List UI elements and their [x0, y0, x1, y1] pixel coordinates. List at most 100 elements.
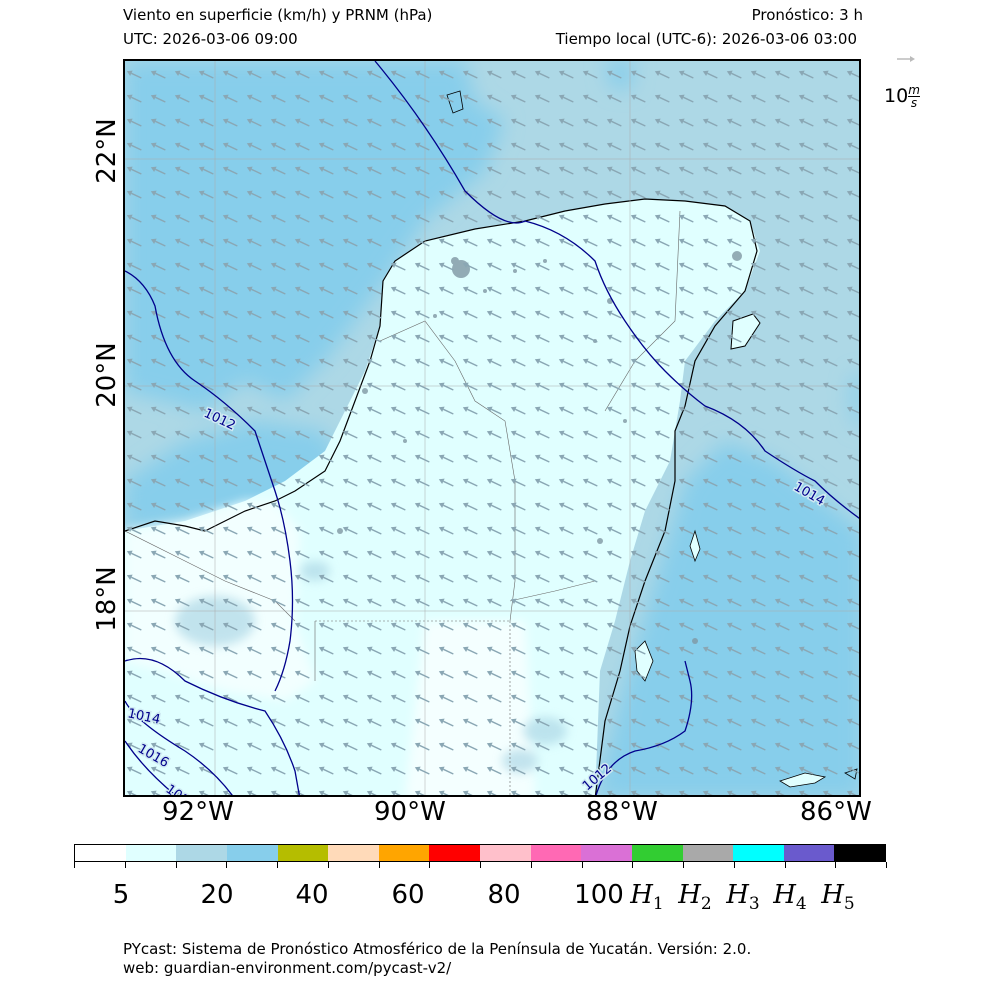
wind-arrow: [366, 382, 382, 391]
wind-arrow: [654, 646, 670, 655]
wind-arrow: [342, 190, 358, 199]
wind-arrow: [822, 742, 838, 751]
wind-arrow: [846, 310, 859, 319]
wind-arrow: [150, 574, 166, 583]
wind-arrow: [798, 358, 814, 367]
wind-arrow: [774, 454, 790, 463]
wind-arrow: [150, 94, 166, 103]
wind-arrow: [582, 358, 598, 367]
wind-arrow: [342, 526, 358, 535]
wind-arrow: [654, 502, 670, 511]
wind-arrow: [822, 646, 838, 655]
wind-arrow: [534, 502, 550, 511]
wind-arrow: [390, 190, 406, 199]
wind-arrow: [702, 430, 718, 439]
wind-arrow: [294, 622, 310, 631]
wind-arrow: [462, 502, 478, 511]
wind-arrow: [774, 670, 790, 679]
wind-arrow: [702, 454, 718, 463]
wind-arrow: [174, 766, 190, 775]
wind-arrow: [414, 622, 430, 631]
wind-arrow: [414, 214, 430, 223]
wind-arrow: [846, 454, 859, 463]
wind-arrow: [822, 526, 838, 535]
wind-arrow: [510, 310, 526, 319]
wind-arrow: [126, 166, 142, 175]
wind-arrow: [630, 550, 646, 559]
wind-arrow: [366, 310, 382, 319]
wind-arrow: [606, 166, 622, 175]
colorbar-label-h1: H1: [630, 880, 664, 915]
wind-arrow: [630, 478, 646, 487]
wind-arrow: [246, 766, 262, 775]
wind-arrow: [606, 310, 622, 319]
wind-arrow: [486, 574, 502, 583]
wind-arrow: [318, 286, 334, 295]
wind-arrow: [534, 118, 550, 127]
wind-arrow: [558, 358, 574, 367]
wind-arrow: [510, 70, 526, 79]
wind-arrow: [246, 478, 262, 487]
wind-arrow: [414, 550, 430, 559]
wind-arrow: [198, 694, 214, 703]
wind-arrow: [294, 190, 310, 199]
wind-arrow: [126, 670, 142, 679]
wind-arrow: [654, 598, 670, 607]
wind-arrow: [822, 190, 838, 199]
wind-arrow: [822, 598, 838, 607]
wind-arrow: [318, 454, 334, 463]
wind-arrow: [534, 478, 550, 487]
colorbar-tick: [733, 862, 735, 868]
wind-arrow: [174, 310, 190, 319]
map-title: Viento en superficie (km/h) y PRNM (hPa): [123, 6, 433, 24]
wind-arrow: [438, 430, 454, 439]
wind-arrow: [294, 94, 310, 103]
wind-arrow: [558, 430, 574, 439]
wind-arrow: [630, 766, 646, 775]
wind-arrow: [726, 526, 742, 535]
wind-arrow: [726, 166, 742, 175]
wind-arrow: [438, 478, 454, 487]
wind-arrow: [822, 406, 838, 415]
colorbar-label-h5: H5: [821, 880, 855, 915]
wind-arrow: [318, 190, 334, 199]
wind-arrow: [582, 262, 598, 271]
wind-arrow: [198, 526, 214, 535]
wind-arrow: [534, 718, 550, 727]
wind-arrow: [798, 334, 814, 343]
wind-arrow: [150, 334, 166, 343]
footer-web: web: guardian-environment.com/pycast-v2/: [123, 959, 452, 977]
wind-arrow: [198, 166, 214, 175]
wind-arrow: [342, 286, 358, 295]
wind-arrow: [558, 742, 574, 751]
graticule: [125, 61, 859, 795]
wind-arrow: [126, 646, 142, 655]
wind-arrow: [678, 742, 694, 751]
wind-arrow: [702, 646, 718, 655]
wind-arrow: [462, 670, 478, 679]
wind-arrow: [798, 262, 814, 271]
wind-arrow: [630, 262, 646, 271]
wind-arrow: [606, 646, 622, 655]
wind-arrow: [270, 190, 286, 199]
wind-arrow: [846, 622, 859, 631]
reference-unit-den: s: [910, 96, 918, 110]
wind-arrow: [606, 598, 622, 607]
wind-arrow: [390, 166, 406, 175]
wind-arrow: [390, 142, 406, 151]
wind-arrow: [198, 94, 214, 103]
wind-arrow: [678, 646, 694, 655]
colorbar-segment: [733, 845, 784, 861]
wind-arrow: [486, 790, 502, 795]
wind-arrow: [294, 262, 310, 271]
wind-arrow: [318, 334, 334, 343]
wind-arrow: [582, 742, 598, 751]
wind-arrow: [654, 286, 670, 295]
wind-arrow: [798, 454, 814, 463]
wind-arrow: [534, 334, 550, 343]
wind-arrow: [510, 670, 526, 679]
wind-arrow: [150, 262, 166, 271]
wind-arrow: [318, 766, 334, 775]
wind-arrow: [462, 310, 478, 319]
wind-arrow: [582, 310, 598, 319]
